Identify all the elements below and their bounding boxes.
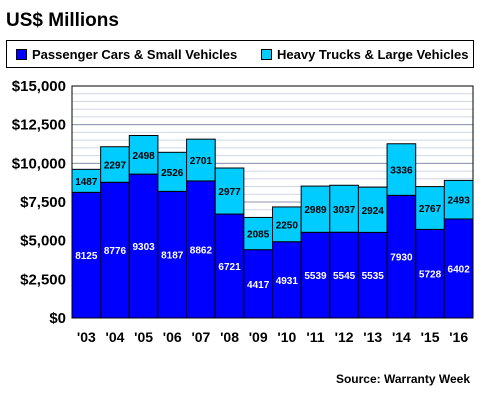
x-tick-label: '03	[77, 329, 96, 345]
data-label-passenger: 8776	[104, 246, 127, 257]
x-tick-label: '15	[421, 329, 440, 345]
x-tick-label: '04	[106, 329, 125, 345]
data-label-passenger: 8187	[161, 251, 184, 262]
data-label-heavy: 2250	[276, 220, 299, 231]
bar-heavy	[443, 179, 474, 220]
y-tick-label: $0	[49, 310, 66, 327]
data-label-passenger: 5728	[419, 270, 442, 281]
bar-heavy	[214, 167, 245, 215]
legend-label-heavy: Heavy Trucks & Large Vehicles	[277, 47, 469, 62]
bar-heavy	[128, 134, 159, 175]
data-label-heavy: 2977	[218, 187, 241, 198]
y-tick-label: $10,000	[12, 155, 66, 172]
bar-heavy	[186, 138, 216, 182]
x-tick-label: '11	[306, 329, 324, 345]
data-label-heavy: 2767	[419, 204, 442, 215]
bar-passenger	[300, 231, 331, 319]
data-label-heavy: 3037	[333, 205, 356, 216]
data-label-heavy: 2085	[247, 230, 270, 241]
bar-passenger	[357, 231, 388, 319]
data-label-heavy: 1487	[75, 177, 98, 188]
data-label-passenger: 7930	[390, 253, 413, 264]
bar-heavy	[386, 143, 417, 196]
data-label-passenger: 8125	[75, 251, 98, 262]
x-tick-label: '06	[163, 329, 182, 345]
bar-heavy	[415, 186, 445, 230]
source-note: Source: Warranty Week	[335, 372, 470, 386]
chart-title: US$ Millions	[6, 10, 119, 31]
y-tick-label: $5,000	[20, 233, 66, 250]
x-tick-label: '10	[277, 329, 296, 345]
data-label-heavy: 2989	[304, 205, 327, 216]
y-tick-label: $15,000	[12, 78, 66, 95]
bar-passenger	[272, 241, 302, 319]
x-tick-label: '07	[191, 329, 210, 345]
bar-passenger	[100, 181, 130, 319]
data-label-heavy: 2498	[132, 151, 155, 162]
data-label-heavy: 3336	[390, 166, 413, 177]
x-tick-label: '12	[335, 329, 354, 345]
bar-passenger	[71, 191, 102, 319]
data-label-heavy: 2924	[362, 206, 385, 217]
data-label-passenger: 8862	[190, 245, 213, 256]
bar-heavy	[357, 186, 388, 233]
legend: Passenger Cars & Small Vehicles Heavy Tr…	[6, 40, 474, 68]
data-label-passenger: 5539	[304, 271, 327, 282]
data-label-heavy: 2493	[448, 196, 471, 207]
data-label-passenger: 5545	[333, 271, 356, 282]
x-tick-label: '16	[449, 329, 468, 345]
legend-swatch-heavy	[261, 49, 272, 60]
y-tick-label: $12,500	[12, 117, 66, 134]
x-tick-label: '09	[249, 329, 268, 345]
data-label-passenger: 9303	[132, 242, 155, 253]
data-label-passenger: 4931	[276, 276, 299, 287]
data-label-passenger: 4417	[247, 280, 270, 291]
legend-label-passenger: Passenger Cars & Small Vehicles	[32, 47, 238, 62]
bar-heavy	[329, 184, 359, 233]
data-label-passenger: 6721	[218, 262, 241, 273]
x-tick-label: '14	[392, 329, 411, 345]
x-tick-label: '05	[134, 329, 153, 345]
data-label-passenger: 6402	[448, 264, 471, 275]
data-label-heavy: 2701	[190, 156, 213, 167]
data-label-passenger: 5535	[362, 271, 385, 282]
data-label-heavy: 2526	[161, 168, 184, 179]
bar-heavy	[272, 206, 302, 243]
x-tick-label: '13	[363, 329, 382, 345]
legend-swatch-passenger	[16, 49, 27, 60]
y-tick-label: $7,500	[20, 194, 66, 211]
bar-heavy	[300, 185, 331, 233]
bar-passenger	[443, 218, 474, 319]
bar-passenger	[329, 231, 359, 319]
y-tick-label: $2,500	[20, 271, 66, 288]
data-label-heavy: 2297	[104, 161, 127, 172]
x-tick-label: '08	[220, 329, 239, 345]
